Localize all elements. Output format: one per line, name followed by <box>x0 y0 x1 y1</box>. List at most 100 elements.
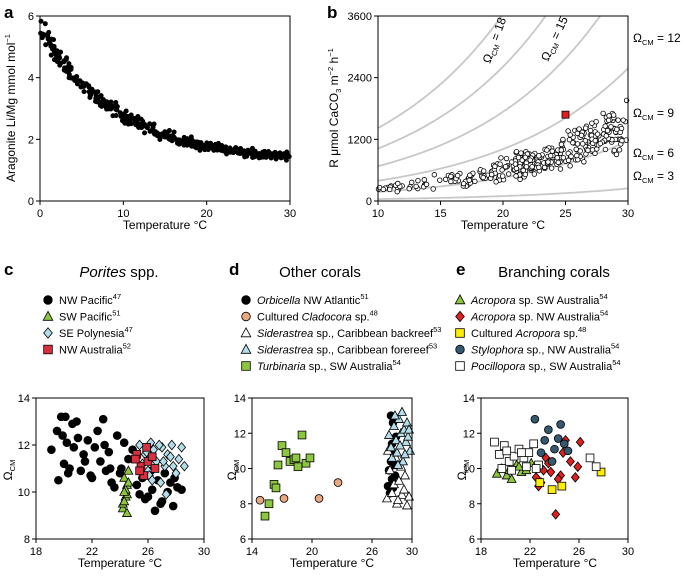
data-point <box>589 147 596 153</box>
data-point <box>119 438 129 447</box>
omega-curve-15 <box>378 16 547 150</box>
data-point <box>168 501 178 511</box>
data-point <box>550 444 559 454</box>
data-point <box>106 106 112 112</box>
data-point <box>114 103 120 109</box>
legend-marker <box>241 295 251 305</box>
data-point <box>245 147 251 153</box>
data-point <box>442 176 449 183</box>
panel-d-xlabel: Temperature °C <box>290 556 374 570</box>
legend-entry: Siderastrea sp., Caribbean forereef53 <box>257 342 437 357</box>
data-point <box>389 410 401 420</box>
data-point <box>393 475 405 485</box>
data-point <box>573 461 583 473</box>
y-tick-label: 10 <box>234 464 246 476</box>
data-point <box>179 460 189 472</box>
data-point <box>617 129 623 136</box>
data-point <box>45 36 51 42</box>
data-point <box>72 417 81 426</box>
data-point <box>48 52 54 58</box>
data-point <box>565 128 571 134</box>
data-point <box>605 117 612 124</box>
data-point <box>535 478 545 487</box>
data-point <box>396 489 408 499</box>
data-point <box>132 480 142 490</box>
omega-curve-3 <box>378 187 628 200</box>
data-point <box>162 129 168 135</box>
data-point <box>249 145 255 151</box>
x-tick-label: 18 <box>30 546 42 558</box>
data-point <box>142 130 148 136</box>
data-point <box>397 455 409 466</box>
x-tick-label: 22 <box>524 546 536 558</box>
data-point <box>536 153 542 159</box>
data-point <box>556 420 565 429</box>
data-point <box>264 499 274 509</box>
data-point <box>576 126 582 132</box>
data-point <box>527 157 533 163</box>
legend-entry: SW Pacific51 <box>59 309 121 324</box>
data-point <box>46 29 52 35</box>
x-tick-label: 30 <box>406 546 418 558</box>
data-point <box>314 494 324 503</box>
legend-marker <box>455 328 465 338</box>
panel-c-ylabel: ΩCM <box>1 460 17 481</box>
data-point <box>490 437 499 447</box>
data-point <box>454 172 461 179</box>
panel-e: e Branching corals Acropora sp. SW Austr… <box>454 260 634 570</box>
data-point <box>421 177 428 183</box>
legend-entry: Turbinaria sp., SW Australia54 <box>257 358 401 373</box>
data-point <box>167 439 177 451</box>
data-point <box>135 490 144 499</box>
panel-a-axes <box>39 15 291 202</box>
panel-e-ylabel: ΩCM <box>455 460 471 481</box>
data-point <box>188 134 194 140</box>
data-point <box>119 472 130 482</box>
data-point <box>281 448 291 457</box>
data-point <box>597 140 603 147</box>
data-point <box>501 470 512 480</box>
data-point <box>291 453 301 463</box>
y-tick-label: 6 <box>240 534 246 546</box>
data-point <box>554 155 560 161</box>
panel-e-ticks: 18 22 26 30 6 8 10 12 14 <box>463 393 634 558</box>
y-tick-label: 4 <box>28 73 34 85</box>
legend-entry: SE Polynesia47 <box>59 325 133 340</box>
panel-a: a 0 10 20 30 0 2 4 6 Temperature °C Aragonite L… <box>3 3 296 232</box>
data-point <box>297 430 307 440</box>
data-point <box>151 130 157 136</box>
panel-e-xlabel: Temperature °C <box>513 556 597 570</box>
omega-18-label: ΩCM = 18 <box>480 15 511 66</box>
x-tick-label: 30 <box>284 208 296 220</box>
x-tick-label: 30 <box>622 208 634 220</box>
panel-b-letter: b <box>327 3 337 22</box>
data-point <box>181 142 187 148</box>
panel-c-title: Porites spp. <box>79 264 158 281</box>
y-tick-label: 6 <box>469 534 475 546</box>
y-tick-label: 0 <box>28 196 34 208</box>
data-point <box>39 35 45 41</box>
data-point <box>392 494 404 505</box>
data-point <box>491 468 502 478</box>
y-tick-label: 2 <box>28 134 34 146</box>
data-point <box>504 457 514 466</box>
data-point <box>611 147 618 154</box>
data-point <box>547 457 557 466</box>
data-point <box>63 56 69 62</box>
y-tick-label: 6 <box>28 11 34 23</box>
omega-9-label: ΩCM = 9 <box>633 106 674 122</box>
data-point <box>587 127 594 134</box>
panel-d-ylabel: ΩCM <box>225 460 241 481</box>
data-point <box>262 148 268 154</box>
data-point <box>390 434 402 445</box>
data-point <box>156 477 166 488</box>
data-point <box>615 117 621 123</box>
data-point <box>147 474 157 486</box>
data-point <box>57 62 63 68</box>
data-point <box>123 465 134 475</box>
data-point <box>305 453 315 463</box>
data-point <box>53 51 59 57</box>
x-tick-label: 15 <box>434 208 446 220</box>
legend-entry: Acropora sp. SW Australia54 <box>470 292 608 307</box>
data-point <box>585 147 591 154</box>
